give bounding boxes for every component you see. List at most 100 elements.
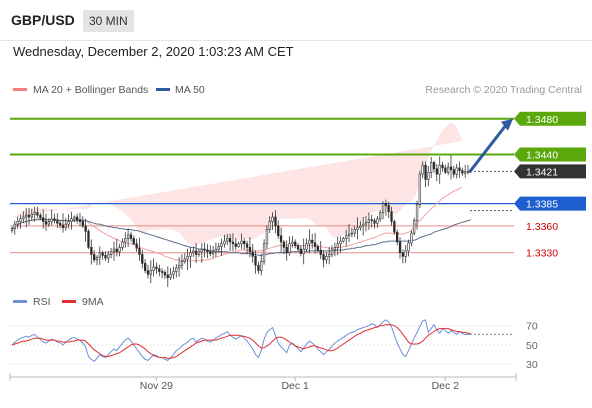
- candle-body: [322, 254, 325, 261]
- credit-label: Research © 2020 Trading Central: [425, 84, 582, 96]
- candle: [115, 238, 118, 257]
- candle: [189, 246, 192, 268]
- candle-body: [228, 238, 232, 243]
- candle: [81, 216, 85, 228]
- candle: [262, 239, 266, 265]
- candle: [84, 218, 87, 242]
- candle: [10, 227, 14, 233]
- candle: [311, 233, 314, 249]
- candle: [282, 239, 286, 255]
- candle: [393, 219, 396, 235]
- candle-body: [277, 225, 280, 236]
- candle: [245, 240, 249, 255]
- candle: [67, 214, 70, 229]
- candle-body: [412, 220, 416, 234]
- candle: [370, 214, 373, 228]
- level-label: 1.3330: [526, 248, 558, 260]
- candle-body: [347, 233, 351, 237]
- candle-body: [353, 229, 356, 234]
- candle: [415, 200, 419, 230]
- candle: [265, 225, 269, 249]
- candle-body: [76, 216, 79, 221]
- candle-body: [41, 217, 45, 222]
- candle: [342, 237, 345, 243]
- candle-body: [401, 252, 405, 257]
- candle: [302, 238, 305, 265]
- candle-body: [209, 251, 212, 254]
- candle-body: [461, 170, 464, 174]
- candle: [452, 165, 456, 178]
- rsi-legend-label: RSI: [33, 296, 51, 308]
- candle-body: [226, 238, 229, 242]
- candle-body: [231, 241, 235, 245]
- candle: [285, 240, 288, 261]
- candle-body: [359, 225, 362, 228]
- candle-body: [285, 247, 288, 254]
- main-legend: MA 20 + Bollinger Bands MA 50 Research ©…: [13, 84, 582, 96]
- time-axis-label: Dec 1: [281, 380, 309, 392]
- candle: [16, 216, 19, 229]
- candle-body: [398, 241, 402, 253]
- candle-body: [10, 228, 14, 231]
- candle-body: [302, 248, 305, 254]
- candle: [183, 253, 186, 264]
- candle-body: [90, 247, 93, 255]
- candle-body: [44, 221, 48, 225]
- time-axis-label: Dec 2: [432, 380, 460, 392]
- candle-body: [274, 216, 277, 227]
- candle-body: [240, 240, 243, 245]
- rsi-tick-label: 30: [526, 359, 538, 371]
- ma50-line: [11, 219, 471, 256]
- candle-body: [203, 248, 206, 251]
- candle: [268, 216, 271, 233]
- candle-body: [452, 169, 456, 175]
- candle: [178, 256, 181, 277]
- candle: [260, 254, 263, 276]
- candle: [401, 249, 405, 264]
- candle: [53, 213, 56, 224]
- candle-body: [435, 168, 439, 175]
- candle: [132, 235, 135, 246]
- candle: [404, 245, 407, 263]
- candle-body: [330, 249, 334, 255]
- candle-body: [328, 254, 331, 257]
- candle: [39, 213, 42, 220]
- candle: [251, 244, 254, 263]
- candle: [172, 266, 175, 279]
- candle: [61, 213, 65, 233]
- candle-body: [78, 219, 82, 222]
- candle-body: [254, 255, 257, 266]
- candle-body: [214, 248, 218, 253]
- candle: [412, 217, 416, 236]
- candle-body: [243, 240, 246, 245]
- candle-body: [421, 164, 424, 175]
- candle: [336, 236, 339, 256]
- candle-body: [50, 218, 53, 222]
- candle-body: [101, 252, 104, 256]
- candle: [22, 211, 25, 224]
- candle: [197, 248, 201, 257]
- candle: [206, 243, 209, 259]
- candle-body: [237, 243, 240, 247]
- candle: [13, 220, 17, 235]
- candle-body: [362, 223, 365, 227]
- candle-body: [444, 167, 447, 173]
- candle: [390, 206, 393, 226]
- candle: [444, 164, 447, 175]
- candle-body: [211, 251, 215, 254]
- candle-body: [384, 203, 388, 206]
- rsi-legend: RSI 9MA: [13, 296, 104, 308]
- candle: [127, 228, 130, 247]
- candle-body: [248, 247, 252, 253]
- candle: [407, 239, 410, 257]
- candle: [288, 236, 291, 256]
- candle: [429, 156, 433, 178]
- candle-body: [410, 232, 413, 244]
- rsi-ma-line: [11, 324, 471, 359]
- candle: [356, 217, 359, 240]
- timeframe-badge[interactable]: 30 MIN: [83, 10, 134, 32]
- candle-body: [378, 212, 382, 220]
- candle-body: [124, 238, 127, 243]
- support-label-box: [514, 196, 586, 211]
- candle: [87, 229, 90, 250]
